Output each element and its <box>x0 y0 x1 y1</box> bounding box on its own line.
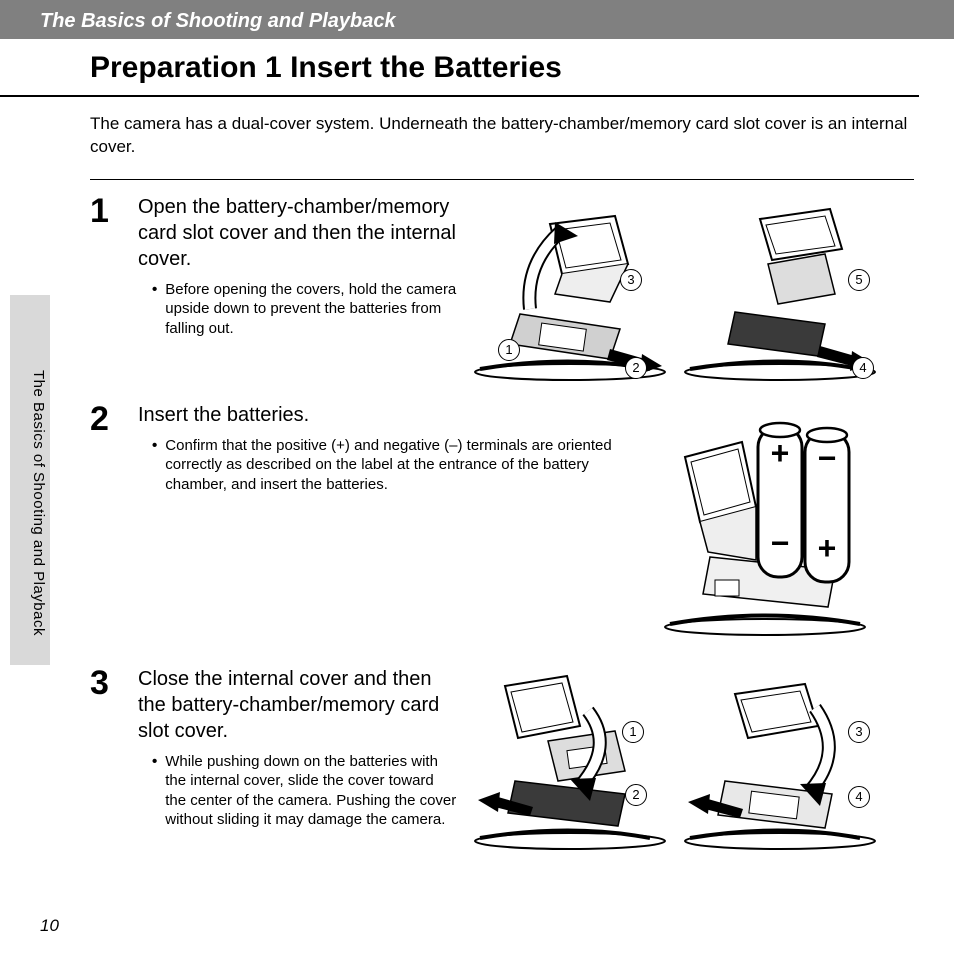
callout-5: 5 <box>848 269 870 291</box>
page-title: Preparation 1 Insert the Batteries <box>90 51 879 85</box>
step-heading: Insert the batteries. <box>138 402 648 428</box>
step-number: 1 <box>90 194 120 374</box>
steps-container: 1 Open the battery-chamber/memory card s… <box>90 180 914 846</box>
intro-text: The camera has a dual-cover system. Unde… <box>0 97 954 169</box>
callout-3: 3 <box>848 721 870 743</box>
figure-1a: 1 2 3 <box>470 194 670 374</box>
callout-4: 4 <box>852 357 874 379</box>
step-3: 3 Close the internal cover and then the … <box>90 632 914 846</box>
page-title-bar: Preparation 1 Insert the Batteries <box>0 39 919 97</box>
section-header: The Basics of Shooting and Playback <box>0 0 954 39</box>
step-number: 3 <box>90 666 120 846</box>
step-2: 2 Insert the batteries. Confirm that the… <box>90 374 914 632</box>
figure-3b: 3 4 <box>680 666 880 846</box>
figure-2: + − − + <box>660 402 870 632</box>
callout-2: 2 <box>625 784 647 806</box>
step-heading: Open the battery-chamber/memory card slo… <box>138 194 458 272</box>
step-heading: Close the internal cover and then the ba… <box>138 666 458 744</box>
svg-text:+: + <box>818 530 837 566</box>
section-title: The Basics of Shooting and Playback <box>40 10 396 32</box>
callout-1: 1 <box>622 721 644 743</box>
svg-text:−: − <box>771 525 790 561</box>
side-section-label: The Basics of Shooting and Playback <box>30 370 47 636</box>
figure-1b: 5 4 <box>680 194 880 374</box>
figure-3a: 1 2 <box>470 666 670 846</box>
step-1: 1 Open the battery-chamber/memory card s… <box>90 180 914 374</box>
callout-1: 1 <box>498 339 520 361</box>
svg-text:−: − <box>818 440 837 476</box>
step-bullet: While pushing down on the batteries with… <box>138 752 458 830</box>
step-bullet: Before opening the covers, hold the came… <box>138 280 458 339</box>
svg-text:+: + <box>771 435 790 471</box>
callout-4: 4 <box>848 786 870 808</box>
page-number: 10 <box>40 916 59 936</box>
step-bullet: Confirm that the positive (+) and negati… <box>138 436 648 495</box>
callout-3: 3 <box>620 269 642 291</box>
step-number: 2 <box>90 402 120 632</box>
callout-2: 2 <box>625 357 647 379</box>
